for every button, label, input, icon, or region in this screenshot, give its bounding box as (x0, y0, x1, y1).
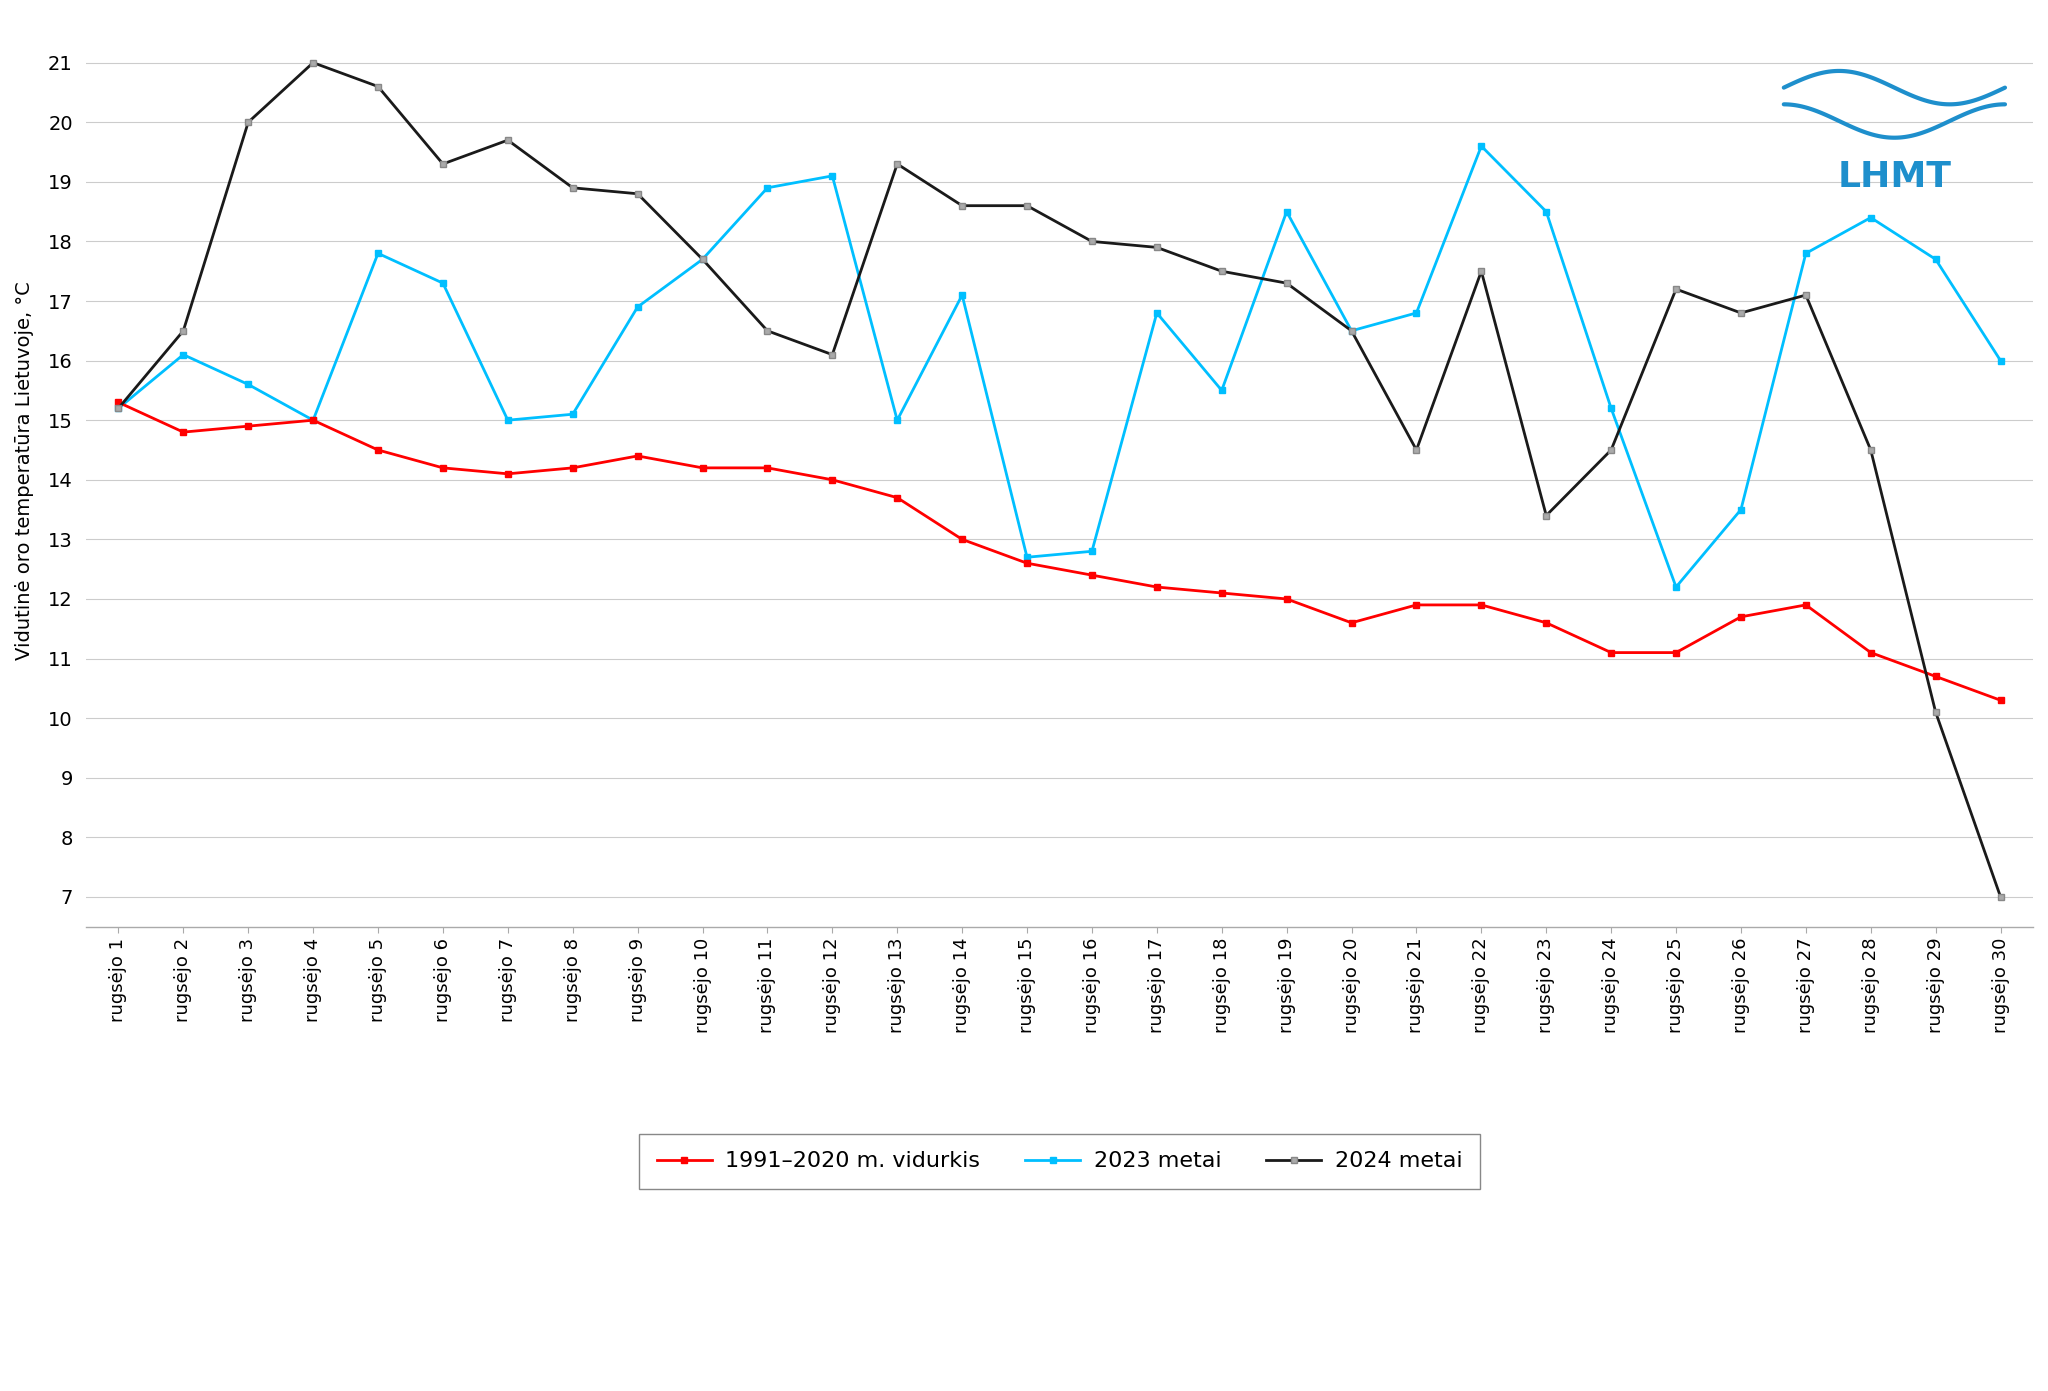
2023 metai (301, 412, 326, 428)
2023 metai (1405, 305, 1430, 321)
1991–2020 m. vidurkis (236, 417, 260, 434)
2024 metai (756, 323, 780, 339)
2024 metai (106, 401, 131, 417)
2024 metai (1405, 442, 1430, 459)
2024 metai (690, 250, 715, 267)
Y-axis label: Vidutinė oro temperatūra Lietuvoje, °C: Vidutinė oro temperatūra Lietuvoje, °C (14, 281, 35, 661)
1991–2020 m. vidurkis (1274, 591, 1298, 608)
1991–2020 m. vidurkis (1989, 691, 2013, 708)
2024 metai (950, 198, 975, 214)
2024 metai (1534, 508, 1559, 524)
Line: 1991–2020 m. vidurkis: 1991–2020 m. vidurkis (115, 399, 2005, 704)
1991–2020 m. vidurkis (172, 424, 197, 441)
1991–2020 m. vidurkis (1729, 608, 1753, 625)
2024 metai (885, 156, 909, 172)
2023 metai (1145, 305, 1169, 321)
1991–2020 m. vidurkis (819, 472, 844, 488)
2024 metai (1339, 323, 1364, 339)
2023 metai (1014, 549, 1038, 566)
Text: LHMT: LHMT (1837, 160, 1952, 195)
2024 metai (1468, 263, 1493, 280)
1991–2020 m. vidurkis (1794, 597, 1819, 613)
1991–2020 m. vidurkis (1923, 668, 1948, 684)
2024 metai (1274, 275, 1298, 292)
2024 metai (1210, 263, 1235, 280)
1991–2020 m. vidurkis (1534, 615, 1559, 632)
2023 metai (1729, 501, 1753, 517)
2024 metai (236, 114, 260, 131)
2023 metai (756, 179, 780, 196)
2023 metai (1794, 245, 1819, 262)
2024 metai (367, 78, 391, 95)
2023 metai (690, 250, 715, 267)
2024 metai (1014, 198, 1038, 214)
2023 metai (1210, 383, 1235, 399)
Line: 2024 metai: 2024 metai (115, 60, 2005, 900)
2023 metai (625, 299, 649, 316)
2023 metai (1468, 138, 1493, 154)
2023 metai (106, 401, 131, 417)
1991–2020 m. vidurkis (1339, 615, 1364, 632)
2023 metai (1534, 203, 1559, 220)
1991–2020 m. vidurkis (885, 490, 909, 506)
2024 metai (625, 185, 649, 202)
2024 metai (1923, 704, 1948, 721)
2024 metai (301, 54, 326, 71)
2023 metai (1079, 542, 1104, 559)
2024 metai (1794, 287, 1819, 303)
2024 metai (561, 179, 586, 196)
2023 metai (430, 275, 455, 292)
2024 metai (1145, 239, 1169, 256)
1991–2020 m. vidurkis (106, 394, 131, 410)
2024 metai (430, 156, 455, 172)
2023 metai (1663, 579, 1688, 595)
1991–2020 m. vidurkis (690, 459, 715, 476)
1991–2020 m. vidurkis (301, 412, 326, 428)
1991–2020 m. vidurkis (1858, 644, 1882, 661)
2024 metai (1729, 305, 1753, 321)
1991–2020 m. vidurkis (1210, 584, 1235, 601)
1991–2020 m. vidurkis (1014, 555, 1038, 572)
2024 metai (1599, 442, 1624, 459)
2024 metai (496, 132, 520, 149)
1991–2020 m. vidurkis (756, 459, 780, 476)
2023 metai (885, 412, 909, 428)
1991–2020 m. vidurkis (1079, 566, 1104, 583)
2023 metai (1989, 352, 2013, 369)
2024 metai (1989, 889, 2013, 906)
2024 metai (172, 323, 197, 339)
1991–2020 m. vidurkis (367, 442, 391, 459)
2023 metai (172, 346, 197, 363)
1991–2020 m. vidurkis (625, 448, 649, 465)
2023 metai (1274, 203, 1298, 220)
Legend: 1991–2020 m. vidurkis, 2023 metai, 2024 metai: 1991–2020 m. vidurkis, 2023 metai, 2024 … (639, 1134, 1481, 1189)
2023 metai (1339, 323, 1364, 339)
2024 metai (819, 346, 844, 363)
2023 metai (1858, 209, 1882, 225)
2024 metai (1858, 442, 1882, 459)
1991–2020 m. vidurkis (430, 459, 455, 476)
1991–2020 m. vidurkis (1663, 644, 1688, 661)
1991–2020 m. vidurkis (1468, 597, 1493, 613)
1991–2020 m. vidurkis (496, 466, 520, 483)
2024 metai (1663, 281, 1688, 298)
1991–2020 m. vidurkis (1599, 644, 1624, 661)
2023 metai (561, 406, 586, 423)
2023 metai (1923, 250, 1948, 267)
2023 metai (496, 412, 520, 428)
1991–2020 m. vidurkis (1405, 597, 1430, 613)
2024 metai (1079, 234, 1104, 250)
1991–2020 m. vidurkis (561, 459, 586, 476)
Line: 2023 metai: 2023 metai (115, 143, 2005, 591)
2023 metai (950, 287, 975, 303)
1991–2020 m. vidurkis (1145, 579, 1169, 595)
1991–2020 m. vidurkis (950, 531, 975, 548)
2023 metai (367, 245, 391, 262)
2023 metai (819, 167, 844, 184)
2023 metai (236, 376, 260, 392)
2023 metai (1599, 401, 1624, 417)
